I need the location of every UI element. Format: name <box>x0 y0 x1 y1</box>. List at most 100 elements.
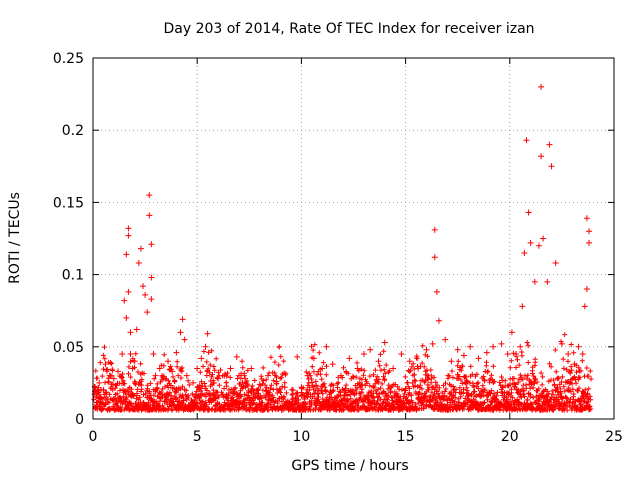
data-point <box>127 329 134 336</box>
data-point <box>110 375 117 382</box>
data-point <box>281 384 288 391</box>
data-point <box>127 351 134 358</box>
data-point <box>304 372 311 379</box>
data-point <box>571 361 578 368</box>
data-point <box>415 365 422 372</box>
data-point <box>204 330 211 337</box>
low-roti-band <box>91 332 594 413</box>
data-point <box>565 351 572 358</box>
data-point <box>129 365 136 372</box>
data-point <box>148 296 155 303</box>
data-point <box>146 192 153 199</box>
data-point <box>448 358 455 365</box>
data-point <box>125 225 132 232</box>
data-point <box>583 286 590 293</box>
data-point <box>106 372 113 379</box>
data-point <box>156 365 163 372</box>
data-point <box>375 358 382 365</box>
data-point <box>298 384 305 391</box>
data-point <box>133 326 140 333</box>
data-point <box>346 355 353 362</box>
data-point <box>169 368 176 375</box>
data-point <box>585 239 592 246</box>
data-point <box>148 241 155 248</box>
data-point <box>367 346 374 353</box>
data-point <box>525 209 532 216</box>
data-point <box>215 375 222 382</box>
data-point <box>490 343 497 350</box>
data-point <box>583 215 590 222</box>
data-point <box>242 375 249 382</box>
data-point <box>575 343 582 350</box>
y-tick-label: 0.15 <box>53 195 84 211</box>
x-tick-label: 10 <box>292 429 310 445</box>
data-point <box>265 372 272 379</box>
data-point <box>535 242 542 249</box>
y-tick-label: 0.05 <box>53 340 84 356</box>
data-points <box>92 83 592 397</box>
data-point <box>183 372 190 379</box>
x-tick-label: 5 <box>193 429 202 445</box>
data-point <box>202 343 209 350</box>
data-point <box>360 351 367 358</box>
data-point <box>323 343 330 350</box>
data-point <box>273 378 280 385</box>
data-point <box>498 340 505 347</box>
data-point <box>454 346 461 353</box>
data-point <box>123 251 130 258</box>
data-point <box>102 361 109 368</box>
chart-title: Day 203 of 2014, Rate Of TEC Index for r… <box>163 21 534 37</box>
data-point <box>467 343 474 350</box>
data-point <box>523 137 530 144</box>
data-point <box>519 303 526 310</box>
data-point <box>475 355 482 362</box>
data-point <box>100 387 107 394</box>
data-point <box>431 226 438 233</box>
y-tick-label: 0.1 <box>62 268 84 284</box>
data-point <box>152 372 159 379</box>
data-point <box>319 365 326 372</box>
data-point <box>435 317 442 324</box>
data-point <box>115 368 122 375</box>
data-point <box>206 369 213 376</box>
data-point <box>233 353 240 360</box>
data-point <box>442 336 449 343</box>
data-point <box>558 340 565 347</box>
axis-ticks: 0 5 10 15 20 25 0 0.05 0.1 0.15 0.2 0.25 <box>53 51 623 445</box>
data-point <box>433 288 440 295</box>
data-point <box>381 339 388 346</box>
data-point <box>179 316 186 323</box>
x-tick-label: 20 <box>501 429 519 445</box>
data-point <box>538 153 545 160</box>
y-tick-label: 0 <box>75 412 84 428</box>
y-axis-label: ROTI / TECUs <box>7 192 23 284</box>
data-point <box>337 372 344 379</box>
data-point <box>235 372 242 379</box>
y-tick-label: 0.25 <box>53 51 84 67</box>
data-point <box>173 349 180 356</box>
data-point <box>142 291 149 298</box>
data-point <box>527 239 534 246</box>
data-point <box>517 343 524 350</box>
data-point <box>546 141 553 148</box>
data-point <box>431 254 438 261</box>
data-point <box>256 381 263 388</box>
data-point <box>160 375 167 382</box>
x-tick-label: 0 <box>89 429 98 445</box>
data-point <box>585 228 592 235</box>
data-point <box>119 351 126 358</box>
data-point <box>423 346 430 353</box>
data-point <box>513 351 520 358</box>
data-point <box>150 351 157 358</box>
data-point <box>148 274 155 281</box>
data-point <box>540 235 547 242</box>
data-point <box>123 314 130 321</box>
data-point <box>198 355 205 362</box>
data-point <box>181 336 188 343</box>
data-point <box>429 340 436 347</box>
data-point <box>221 372 228 379</box>
data-point <box>227 365 234 372</box>
data-point <box>137 245 144 252</box>
data-point <box>248 365 255 372</box>
